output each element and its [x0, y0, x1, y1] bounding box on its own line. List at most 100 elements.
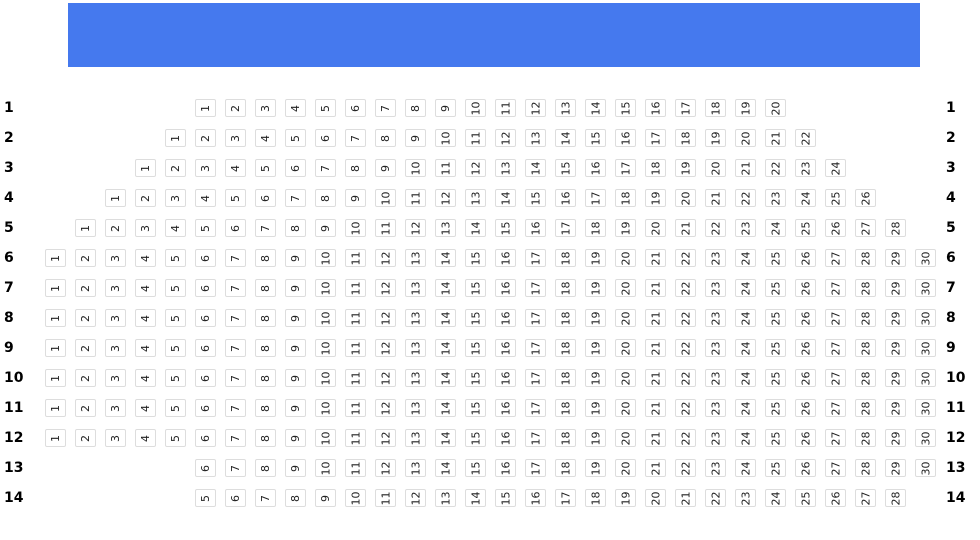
seat-12-7[interactable]: 7: [225, 429, 246, 447]
seat-13-7[interactable]: 7: [225, 459, 246, 477]
seat-2-13[interactable]: 13: [525, 129, 546, 147]
seat-10-16[interactable]: 16: [495, 369, 516, 387]
seat-3-8[interactable]: 8: [345, 159, 366, 177]
seat-8-22[interactable]: 22: [675, 309, 696, 327]
seat-5-27[interactable]: 27: [855, 219, 876, 237]
seat-6-1[interactable]: 1: [45, 249, 66, 267]
seat-9-3[interactable]: 3: [105, 339, 126, 357]
seat-9-29[interactable]: 29: [885, 339, 906, 357]
seat-10-27[interactable]: 27: [825, 369, 846, 387]
seat-1-9[interactable]: 9: [435, 99, 456, 117]
seat-9-13[interactable]: 13: [405, 339, 426, 357]
seat-2-17[interactable]: 17: [645, 129, 666, 147]
seat-3-9[interactable]: 9: [375, 159, 396, 177]
seat-9-16[interactable]: 16: [495, 339, 516, 357]
seat-7-12[interactable]: 12: [375, 279, 396, 297]
seat-4-20[interactable]: 20: [675, 189, 696, 207]
seat-11-15[interactable]: 15: [465, 399, 486, 417]
seat-14-13[interactable]: 13: [435, 489, 456, 507]
seat-5-28[interactable]: 28: [885, 219, 906, 237]
seat-7-11[interactable]: 11: [345, 279, 366, 297]
seat-5-25[interactable]: 25: [795, 219, 816, 237]
seat-11-21[interactable]: 21: [645, 399, 666, 417]
seat-14-26[interactable]: 26: [825, 489, 846, 507]
seat-1-7[interactable]: 7: [375, 99, 396, 117]
seat-13-12[interactable]: 12: [375, 459, 396, 477]
seat-3-3[interactable]: 3: [195, 159, 216, 177]
seat-14-25[interactable]: 25: [795, 489, 816, 507]
seat-8-21[interactable]: 21: [645, 309, 666, 327]
seat-7-16[interactable]: 16: [495, 279, 516, 297]
seat-7-18[interactable]: 18: [555, 279, 576, 297]
seat-1-3[interactable]: 3: [255, 99, 276, 117]
seat-4-23[interactable]: 23: [765, 189, 786, 207]
seat-8-24[interactable]: 24: [735, 309, 756, 327]
seat-3-19[interactable]: 19: [675, 159, 696, 177]
seat-12-24[interactable]: 24: [735, 429, 756, 447]
seat-1-14[interactable]: 14: [585, 99, 606, 117]
seat-4-13[interactable]: 13: [465, 189, 486, 207]
seat-5-23[interactable]: 23: [735, 219, 756, 237]
seat-5-3[interactable]: 3: [135, 219, 156, 237]
seat-13-14[interactable]: 14: [435, 459, 456, 477]
seat-12-12[interactable]: 12: [375, 429, 396, 447]
seat-6-2[interactable]: 2: [75, 249, 96, 267]
seat-4-21[interactable]: 21: [705, 189, 726, 207]
seat-3-22[interactable]: 22: [765, 159, 786, 177]
seat-9-17[interactable]: 17: [525, 339, 546, 357]
seat-5-19[interactable]: 19: [615, 219, 636, 237]
seat-11-17[interactable]: 17: [525, 399, 546, 417]
seat-8-29[interactable]: 29: [885, 309, 906, 327]
seat-7-8[interactable]: 8: [255, 279, 276, 297]
seat-12-11[interactable]: 11: [345, 429, 366, 447]
seat-9-12[interactable]: 12: [375, 339, 396, 357]
seat-10-26[interactable]: 26: [795, 369, 816, 387]
seat-6-3[interactable]: 3: [105, 249, 126, 267]
seat-9-24[interactable]: 24: [735, 339, 756, 357]
seat-14-21[interactable]: 21: [675, 489, 696, 507]
seat-2-5[interactable]: 5: [285, 129, 306, 147]
seat-13-8[interactable]: 8: [255, 459, 276, 477]
seat-3-5[interactable]: 5: [255, 159, 276, 177]
seat-11-30[interactable]: 30: [915, 399, 936, 417]
seat-5-21[interactable]: 21: [675, 219, 696, 237]
seat-2-1[interactable]: 1: [165, 129, 186, 147]
seat-10-1[interactable]: 1: [45, 369, 66, 387]
seat-10-23[interactable]: 23: [705, 369, 726, 387]
seat-3-7[interactable]: 7: [315, 159, 336, 177]
seat-6-9[interactable]: 9: [285, 249, 306, 267]
seat-13-11[interactable]: 11: [345, 459, 366, 477]
seat-4-9[interactable]: 9: [345, 189, 366, 207]
seat-7-28[interactable]: 28: [855, 279, 876, 297]
seat-6-30[interactable]: 30: [915, 249, 936, 267]
seat-6-13[interactable]: 13: [405, 249, 426, 267]
seat-7-29[interactable]: 29: [885, 279, 906, 297]
seat-4-3[interactable]: 3: [165, 189, 186, 207]
seat-2-10[interactable]: 10: [435, 129, 456, 147]
seat-3-24[interactable]: 24: [825, 159, 846, 177]
seat-5-5[interactable]: 5: [195, 219, 216, 237]
seat-4-26[interactable]: 26: [855, 189, 876, 207]
seat-1-16[interactable]: 16: [645, 99, 666, 117]
seat-4-7[interactable]: 7: [285, 189, 306, 207]
seat-6-26[interactable]: 26: [795, 249, 816, 267]
seat-9-14[interactable]: 14: [435, 339, 456, 357]
seat-10-14[interactable]: 14: [435, 369, 456, 387]
seat-9-4[interactable]: 4: [135, 339, 156, 357]
seat-11-3[interactable]: 3: [105, 399, 126, 417]
seat-6-18[interactable]: 18: [555, 249, 576, 267]
seat-2-4[interactable]: 4: [255, 129, 276, 147]
seat-10-30[interactable]: 30: [915, 369, 936, 387]
seat-1-8[interactable]: 8: [405, 99, 426, 117]
seat-12-30[interactable]: 30: [915, 429, 936, 447]
seat-14-15[interactable]: 15: [495, 489, 516, 507]
seat-5-20[interactable]: 20: [645, 219, 666, 237]
seat-13-19[interactable]: 19: [585, 459, 606, 477]
seat-11-8[interactable]: 8: [255, 399, 276, 417]
seat-4-24[interactable]: 24: [795, 189, 816, 207]
seat-11-5[interactable]: 5: [165, 399, 186, 417]
seat-5-6[interactable]: 6: [225, 219, 246, 237]
seat-6-6[interactable]: 6: [195, 249, 216, 267]
seat-12-16[interactable]: 16: [495, 429, 516, 447]
seat-11-1[interactable]: 1: [45, 399, 66, 417]
